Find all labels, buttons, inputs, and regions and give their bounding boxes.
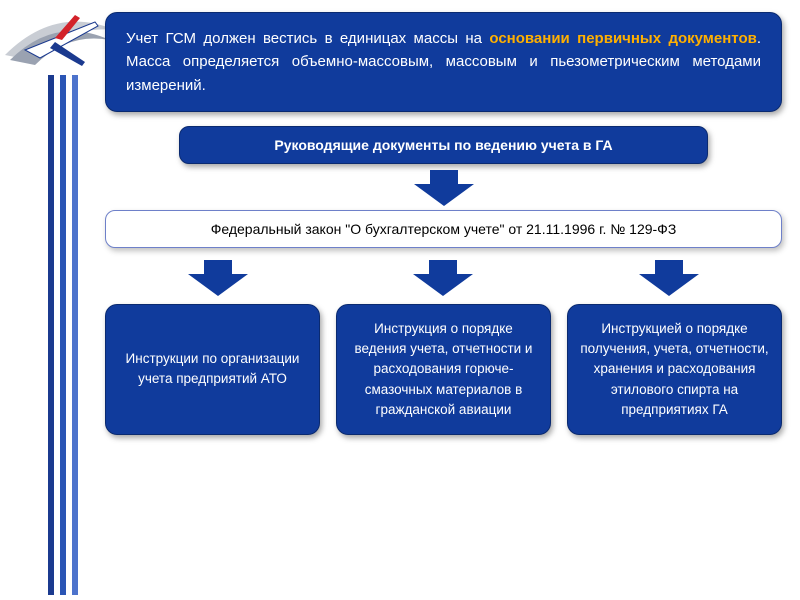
diagram-content: Учет ГСМ должен вестись в единицах массы… bbox=[105, 12, 782, 435]
intro-box: Учет ГСМ должен вестись в единицах массы… bbox=[105, 12, 782, 112]
instruction-box-spirit: Инструкцией о порядке получения, учета, … bbox=[567, 304, 782, 435]
intro-text-prefix: Учет ГСМ должен вестись в единицах массы… bbox=[126, 30, 489, 47]
instruction-box-gsm: Инструкция о порядке ведения учета, отче… bbox=[336, 304, 551, 435]
instruction-label: Инструкции по организации учета предприя… bbox=[118, 349, 307, 390]
arrow-down-icon bbox=[414, 170, 474, 206]
instruction-label: Инструкцией о порядке получения, учета, … bbox=[580, 319, 769, 420]
decorative-stripes bbox=[48, 75, 88, 595]
arrow-row bbox=[105, 254, 782, 300]
federal-law-label: Федеральный закон "О бухгалтерском учете… bbox=[211, 221, 677, 237]
arrow-down-icon bbox=[413, 260, 473, 296]
instruction-box-ato: Инструкции по организации учета предприя… bbox=[105, 304, 320, 435]
instruction-label: Инструкция о порядке ведения учета, отче… bbox=[349, 319, 538, 420]
instructions-row: Инструкции по организации учета предприя… bbox=[105, 304, 782, 435]
regulatory-title-label: Руководящие документы по ведению учета в… bbox=[274, 137, 612, 153]
regulatory-title-box: Руководящие документы по ведению учета в… bbox=[179, 126, 707, 164]
intro-text-highlight: основании первичных документов bbox=[489, 30, 756, 47]
arrow-down-icon bbox=[188, 260, 248, 296]
arrow-down-icon bbox=[639, 260, 699, 296]
federal-law-box: Федеральный закон "О бухгалтерском учете… bbox=[105, 210, 782, 248]
